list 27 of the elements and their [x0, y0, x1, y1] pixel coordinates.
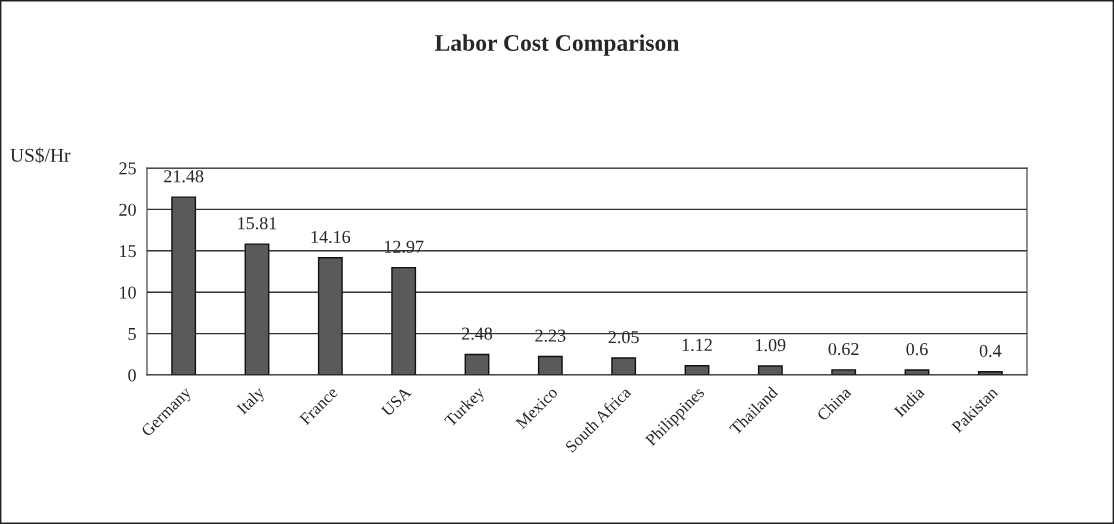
- data-label: 1.09: [756, 339, 786, 352]
- bar: [391, 266, 417, 375]
- y-tick-label: 20: [119, 203, 136, 216]
- x-tick-label: USA: [380, 385, 412, 418]
- y-axis-title: US$/Hr: [10, 147, 71, 164]
- x-tick-label: Italy: [235, 385, 268, 418]
- data-label: 0.6: [906, 343, 928, 356]
- bar: [611, 357, 637, 375]
- y-tick-label: 15: [120, 245, 136, 258]
- y-tick-label: 5: [128, 328, 136, 341]
- data-label: 0.4: [979, 344, 1002, 357]
- data-label: 2.05: [608, 331, 639, 344]
- y-tick-label: 0: [128, 369, 136, 382]
- chart-title: Labor Cost Comparison: [434, 34, 680, 56]
- y-tick-label: 25: [119, 162, 136, 175]
- data-label: 15.81: [238, 217, 277, 230]
- data-label: 21.48: [164, 170, 204, 183]
- bar: [317, 257, 343, 375]
- bar: [757, 365, 783, 375]
- bar: [537, 355, 563, 375]
- bar: [244, 243, 270, 375]
- bar: [171, 196, 197, 375]
- data-label: 1.12: [682, 338, 712, 352]
- data-label: 0.62: [828, 342, 859, 356]
- y-tick-label: 10: [120, 286, 136, 299]
- bar: [464, 353, 490, 375]
- data-label: 14.16: [311, 230, 351, 244]
